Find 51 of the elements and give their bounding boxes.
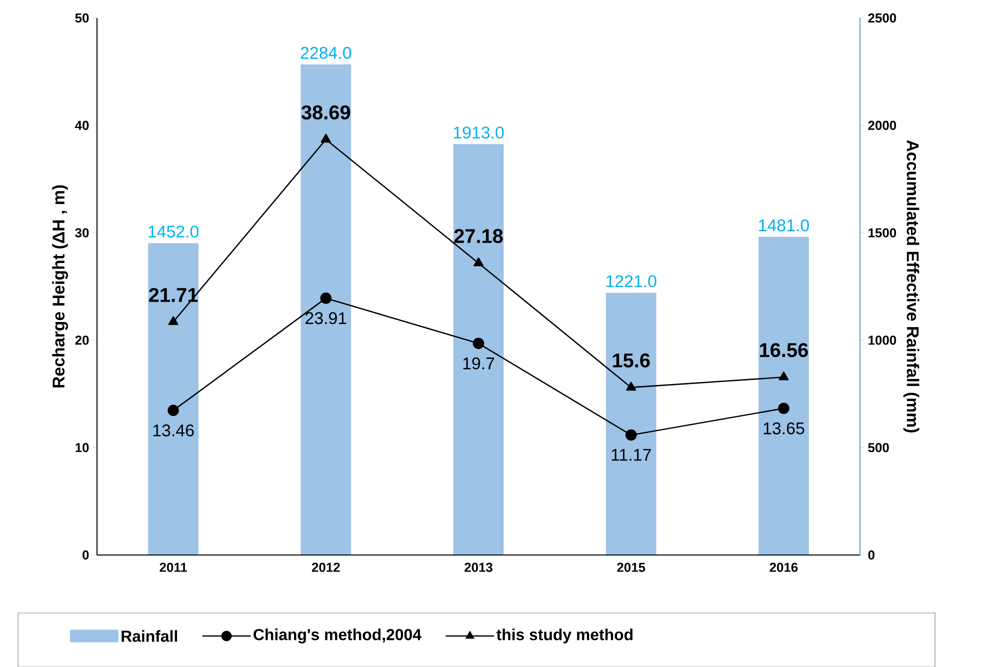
data-label: 13.65 bbox=[764, 422, 804, 434]
bar bbox=[148, 242, 198, 555]
data-label: 16.56 bbox=[760, 342, 808, 358]
x-tick-label: 2013 bbox=[464, 562, 492, 572]
y-tick-label: 50 bbox=[75, 13, 89, 22]
y2-tick-label: 1500 bbox=[868, 228, 896, 238]
point bbox=[320, 292, 332, 304]
point bbox=[472, 338, 484, 349]
bar bbox=[300, 64, 352, 555]
data-label: 1452.0 bbox=[148, 225, 199, 238]
y-tick-label: 40 bbox=[75, 120, 89, 130]
y-tick-label: 30 bbox=[75, 228, 89, 238]
y-tick-label: 0 bbox=[82, 550, 89, 560]
data-label: 27.18 bbox=[454, 228, 503, 243]
y-tick-label: 20 bbox=[75, 335, 89, 345]
point bbox=[778, 402, 790, 414]
point bbox=[168, 404, 179, 416]
point bbox=[474, 257, 484, 266]
x-tick-label: 2012 bbox=[312, 562, 340, 572]
data-label: 1481.0 bbox=[759, 219, 809, 232]
x-tick-label: 2015 bbox=[617, 562, 646, 572]
data-label: 1221.0 bbox=[606, 275, 656, 288]
point bbox=[168, 316, 178, 325]
bar bbox=[606, 292, 656, 555]
y2-tick-label: 2500 bbox=[868, 13, 896, 22]
data-label: 2284.0 bbox=[300, 46, 352, 59]
y2-tick-label: 500 bbox=[868, 442, 889, 452]
data-label: 15.6 bbox=[612, 353, 650, 368]
y2-tick-label: 2000 bbox=[868, 120, 896, 130]
data-label: 23.91 bbox=[306, 312, 346, 324]
point bbox=[778, 371, 789, 380]
y-axis-title: Recharge Height (ΔH , m) bbox=[52, 185, 68, 388]
data-label: 13.46 bbox=[153, 424, 194, 436]
point bbox=[625, 429, 637, 441]
data-label: 19.7 bbox=[463, 357, 494, 370]
bar bbox=[758, 236, 809, 555]
data-label: 11.17 bbox=[612, 448, 651, 461]
point bbox=[626, 382, 636, 390]
y2-tick-label: 0 bbox=[868, 550, 874, 560]
data-label: 38.69 bbox=[301, 105, 350, 120]
x-tick-label: 2016 bbox=[770, 562, 798, 572]
y2-axis-title: Accumulated Effective Rainfall (mm) bbox=[903, 140, 920, 432]
y-tick-label: 10 bbox=[76, 442, 89, 452]
y2-tick-label: 1000 bbox=[868, 335, 896, 345]
legend-label: this study method bbox=[496, 628, 632, 644]
point bbox=[320, 134, 331, 142]
data-label: 1913.0 bbox=[454, 126, 504, 138]
bar bbox=[453, 144, 504, 555]
x-tick-label: 2011 bbox=[160, 562, 187, 572]
legend-label: Rainfall bbox=[122, 630, 178, 642]
legend-label: Chiang's method,2004 bbox=[254, 628, 422, 644]
